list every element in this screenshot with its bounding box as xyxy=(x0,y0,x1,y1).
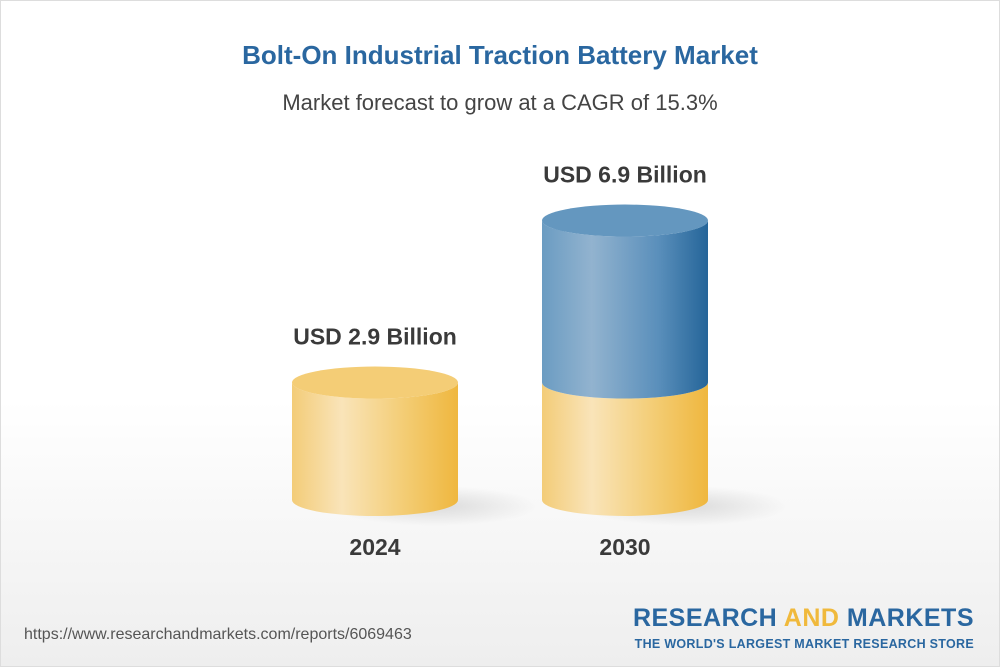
logo-text-research: RESEARCH xyxy=(632,604,784,632)
bar-top-2024 xyxy=(292,366,458,399)
chart-subtitle: Market forecast to grow at a CAGR of 15.… xyxy=(282,90,718,115)
value-label-2030: USD 6.9 Billion xyxy=(543,162,707,188)
value-label-2024: USD 2.9 Billion xyxy=(293,324,457,350)
source-url[interactable]: https://www.researchandmarkets.com/repor… xyxy=(24,626,412,643)
chart-title: Bolt-On Industrial Traction Battery Mark… xyxy=(242,40,758,70)
brand-logo: RESEARCH AND MARKETS xyxy=(633,604,974,633)
brand-tagline: THE WORLD'S LARGEST MARKET RESEARCH STOR… xyxy=(634,637,974,651)
logo-text-markets: MARKETS xyxy=(839,604,974,632)
x-tick-label-2030: 2030 xyxy=(599,534,650,560)
bar-base-2024 xyxy=(292,382,458,516)
bar-base-2030 xyxy=(542,382,708,516)
bar-growth-2030 xyxy=(542,220,708,399)
logo-text-and: AND xyxy=(783,604,840,632)
bar-top-2030 xyxy=(542,204,708,237)
x-tick-label-2024: 2024 xyxy=(349,534,400,560)
